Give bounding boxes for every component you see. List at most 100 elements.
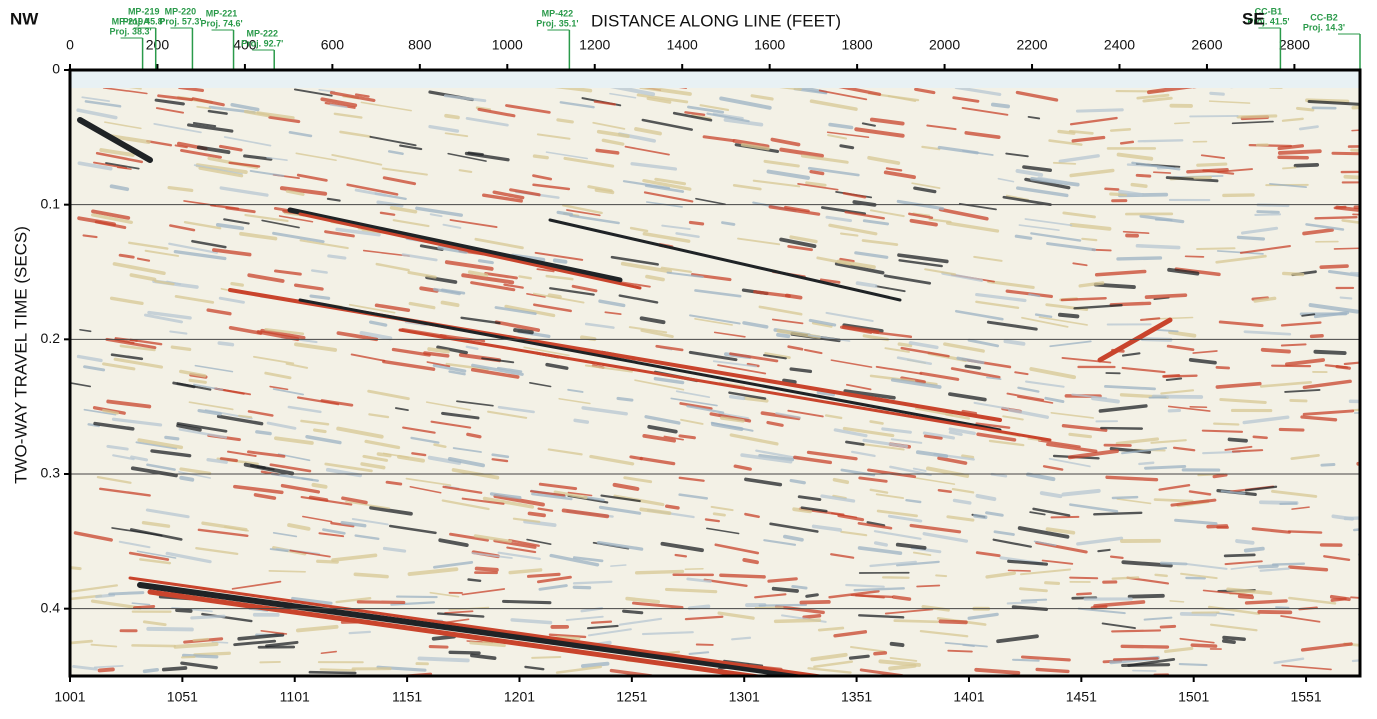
texture-stroke: [1315, 352, 1344, 353]
texture-stroke: [892, 644, 903, 645]
se-label: SE: [1242, 9, 1265, 28]
texture-stroke: [1147, 295, 1186, 297]
texture-stroke: [1258, 212, 1279, 213]
texture-stroke: [305, 684, 333, 685]
well-proj: Proj. 14.3': [1303, 22, 1345, 32]
texture-stroke: [1224, 195, 1253, 196]
texture-stroke: [637, 571, 683, 572]
texture-stroke: [1291, 400, 1306, 401]
texture-stroke: [1246, 549, 1263, 551]
texture-stroke: [597, 150, 617, 153]
texture-stroke: [667, 589, 716, 591]
texture-stroke: [907, 500, 921, 502]
texture-stroke: [871, 421, 883, 423]
texture-stroke: [315, 430, 325, 432]
texture-stroke: [1247, 601, 1287, 603]
x-tick-label: 2400: [1104, 37, 1135, 53]
texture-stroke: [1345, 518, 1358, 519]
texture-stroke: [967, 680, 1010, 683]
x2-tick-label: 1351: [841, 689, 872, 705]
texture-stroke: [1203, 431, 1242, 432]
texture-stroke: [723, 223, 734, 225]
x2-tick-label: 1401: [953, 689, 984, 705]
texture-stroke: [948, 651, 972, 652]
texture-stroke: [430, 647, 447, 648]
texture-stroke: [1123, 665, 1169, 666]
well-name: MP-219: [128, 6, 160, 16]
texture-stroke: [697, 682, 734, 686]
texture-stroke: [321, 669, 355, 670]
texture-stroke: [1070, 578, 1097, 579]
texture-stroke: [194, 639, 208, 640]
texture-stroke: [1214, 475, 1226, 477]
texture-stroke: [680, 436, 694, 438]
texture-stroke: [550, 295, 560, 297]
texture-stroke: [468, 434, 480, 436]
texture-stroke: [1146, 466, 1185, 468]
texture-stroke: [890, 666, 914, 669]
texture-stroke: [876, 543, 887, 545]
texture-stroke: [685, 569, 703, 570]
texture-stroke: [690, 222, 702, 224]
texture-stroke: [558, 120, 572, 122]
texture-stroke: [1250, 145, 1291, 146]
texture-stroke: [1280, 503, 1296, 504]
texture-stroke: [239, 688, 271, 691]
texture-stroke: [975, 516, 986, 517]
texture-stroke: [1296, 165, 1318, 166]
texture-stroke: [257, 432, 270, 434]
texture-stroke: [1114, 658, 1157, 659]
texture-stroke: [558, 212, 571, 214]
texture-stroke: [714, 514, 724, 515]
texture-stroke: [446, 116, 458, 118]
texture-stroke: [1186, 256, 1204, 257]
texture-stroke: [1008, 602, 1037, 603]
texture-stroke: [917, 585, 939, 586]
texture-stroke: [1113, 497, 1137, 498]
well-proj: Proj. 92.7': [241, 38, 283, 48]
well-proj: Proj. 35.1': [536, 18, 578, 28]
texture-stroke: [419, 658, 467, 660]
y-tick-label: 0.2: [41, 330, 61, 346]
texture-stroke: [1111, 194, 1126, 195]
texture-stroke: [1155, 500, 1192, 502]
x2-tick-label: 1001: [54, 689, 85, 705]
texture-stroke: [1224, 641, 1234, 642]
texture-stroke: [1190, 116, 1238, 117]
texture-stroke: [811, 172, 823, 174]
texture-stroke: [1098, 550, 1109, 551]
nw-label: NW: [10, 9, 39, 28]
texture-stroke: [453, 689, 472, 690]
x2-tick-label: 1151: [392, 689, 422, 705]
texture-stroke: [894, 597, 910, 599]
texture-stroke: [1233, 450, 1262, 451]
texture-stroke: [134, 606, 153, 607]
texture-stroke: [1077, 110, 1122, 111]
texture-stroke: [1238, 237, 1263, 239]
texture-stroke: [1112, 630, 1160, 631]
texture-stroke: [851, 656, 869, 658]
texture-stroke: [1137, 175, 1150, 176]
texture-stroke: [592, 622, 611, 623]
texture-stroke: [469, 580, 481, 581]
texture-stroke: [774, 589, 797, 591]
texture-stroke: [574, 587, 589, 588]
texture-stroke: [790, 681, 806, 682]
texture-stroke: [1022, 600, 1046, 601]
x-tick-label: 2000: [929, 37, 960, 53]
texture-stroke: [939, 490, 951, 492]
texture-stroke: [875, 653, 885, 654]
x2-tick-label: 1301: [729, 689, 760, 705]
x2-tick-label: 1201: [504, 689, 535, 705]
x-tick-label: 800: [408, 37, 432, 53]
texture-stroke: [182, 657, 194, 658]
texture-stroke: [1113, 577, 1138, 578]
texture-stroke: [209, 690, 257, 694]
texture-stroke: [429, 349, 448, 351]
well-name: MP-221: [206, 8, 238, 18]
texture-stroke: [1122, 646, 1167, 647]
texture-stroke: [1198, 164, 1226, 165]
texture-stroke: [1013, 660, 1039, 661]
texture-stroke: [348, 687, 363, 688]
texture-stroke: [966, 366, 979, 368]
